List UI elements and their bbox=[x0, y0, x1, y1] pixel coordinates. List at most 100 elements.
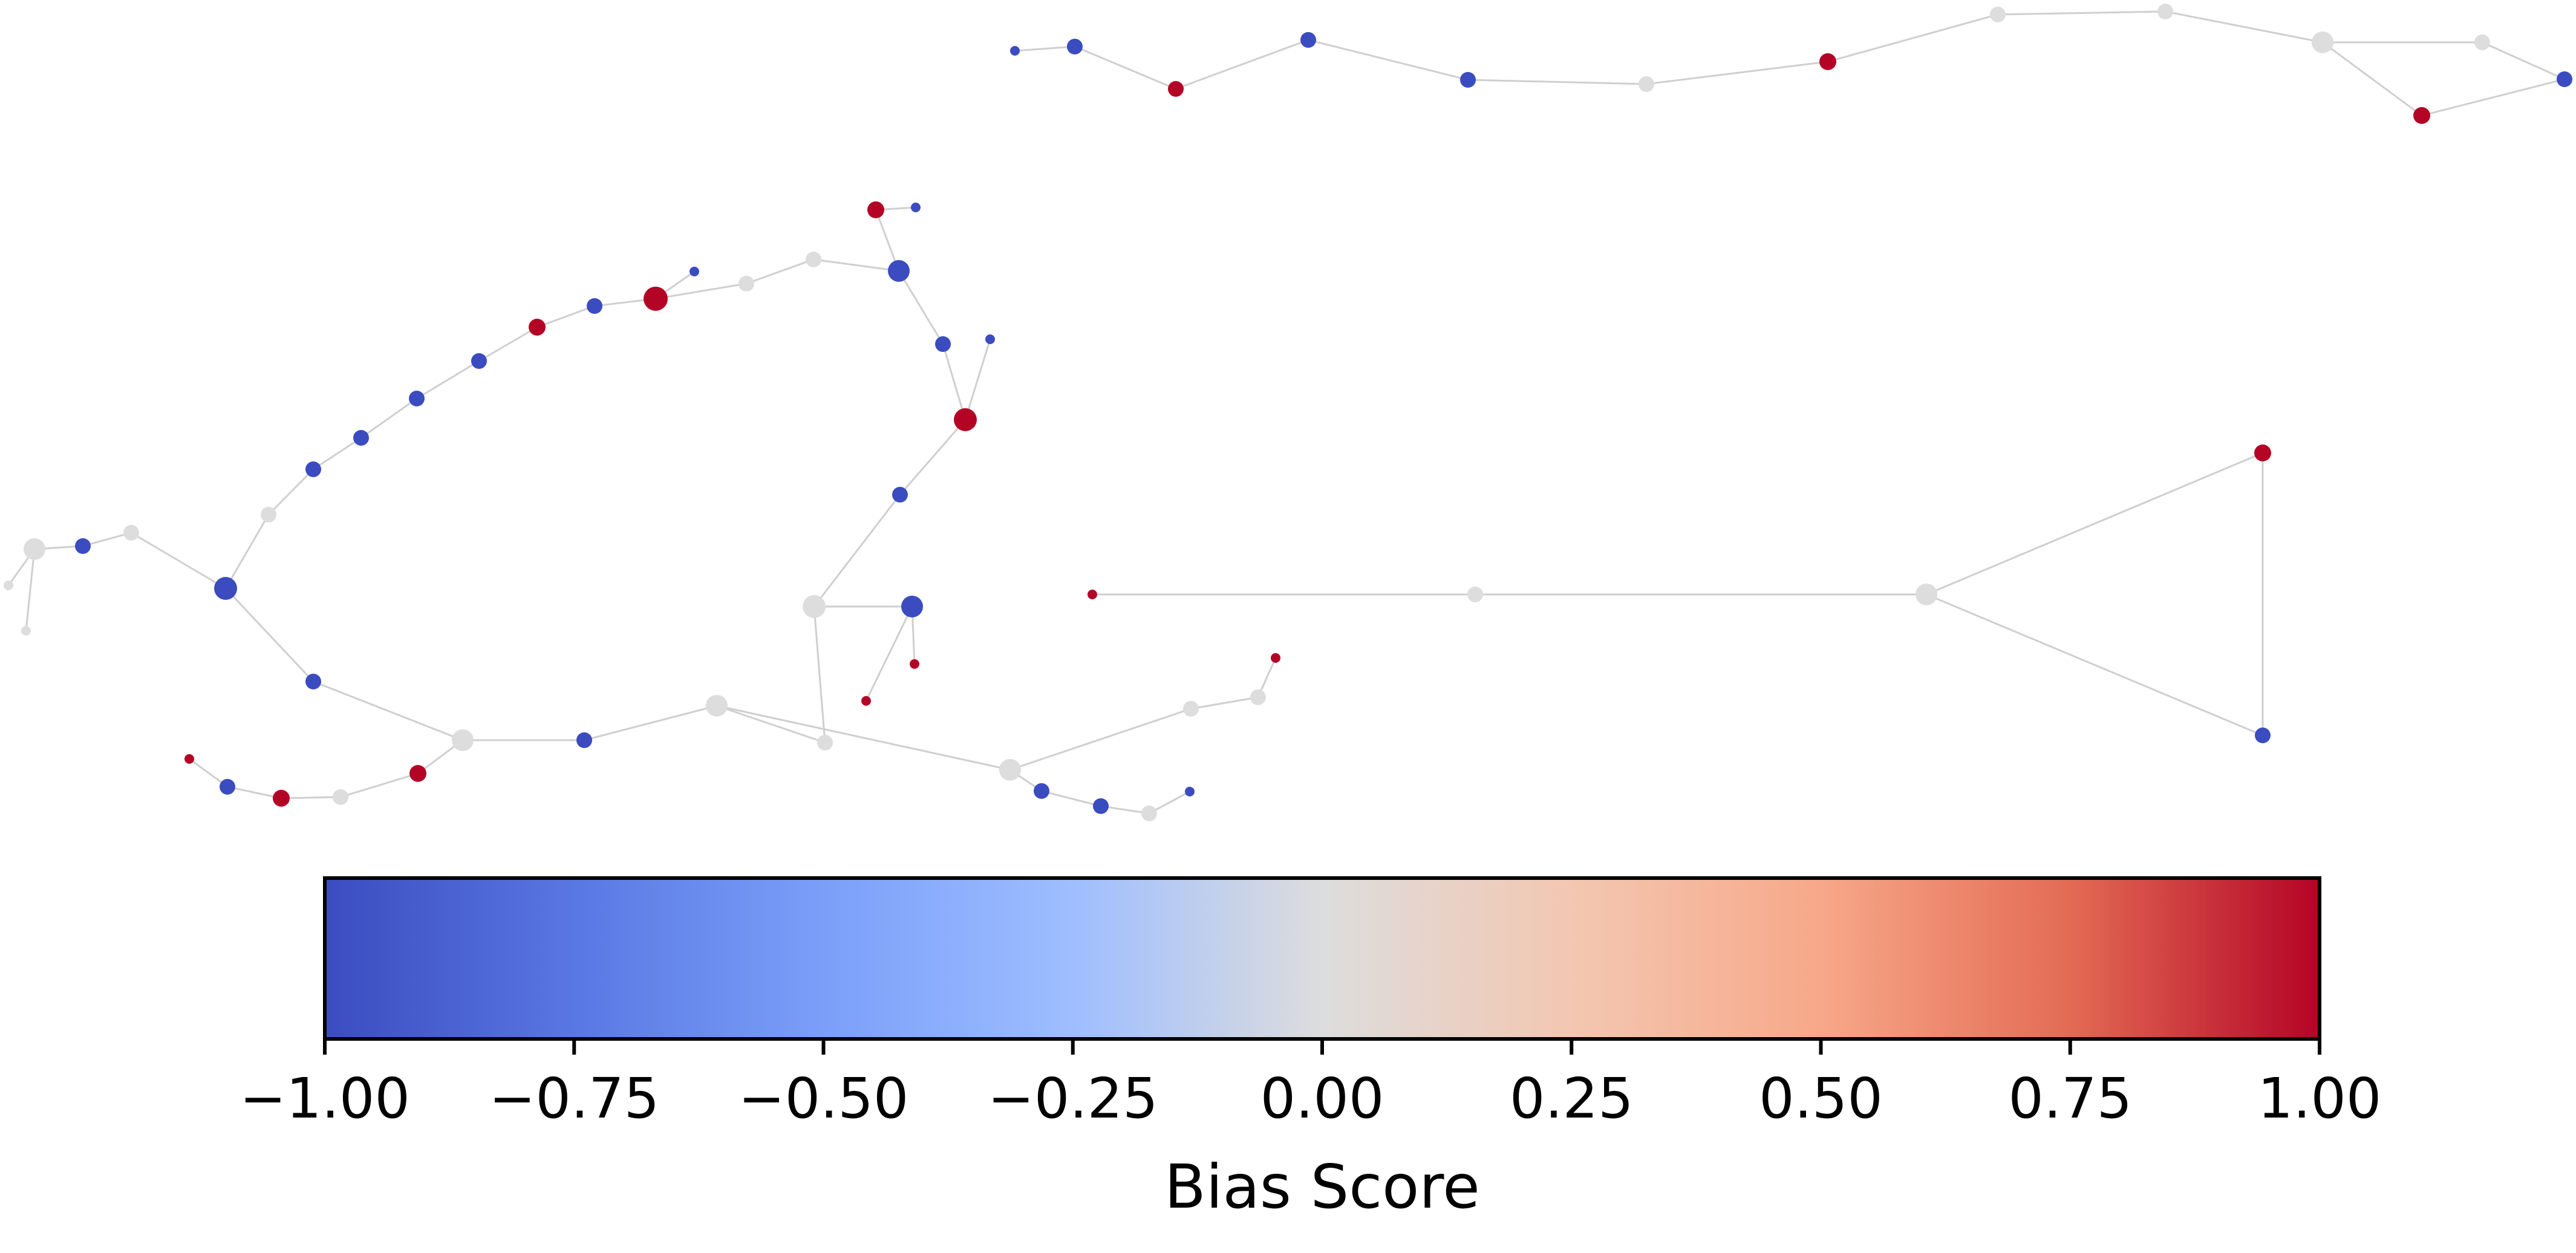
graph-node bbox=[1141, 806, 1157, 821]
graph-node bbox=[1300, 32, 1316, 48]
graph-edge bbox=[898, 270, 944, 345]
graph-edge bbox=[340, 772, 419, 798]
graph-node bbox=[901, 596, 923, 617]
graph-edge bbox=[1926, 593, 2263, 737]
graph-edge bbox=[1074, 45, 1176, 90]
graph-node bbox=[1034, 783, 1049, 799]
graph-node bbox=[305, 674, 321, 689]
graph-node bbox=[1819, 53, 1836, 70]
graph-edge bbox=[2165, 10, 2323, 44]
graph-edge bbox=[82, 532, 132, 547]
graph-node bbox=[861, 696, 871, 706]
graph-node bbox=[911, 203, 921, 212]
graph-edge bbox=[1014, 45, 1075, 52]
network-graph bbox=[4, 4, 2572, 821]
graph-node bbox=[1185, 787, 1195, 796]
graph-node bbox=[1467, 587, 1483, 602]
graph-edge bbox=[1100, 805, 1150, 815]
graph-node bbox=[954, 408, 977, 431]
graph-edge bbox=[1467, 79, 1647, 85]
graph-edge bbox=[227, 786, 282, 799]
graph-node bbox=[2413, 107, 2430, 124]
colorbar-tick-label: 0.25 bbox=[1510, 1066, 1634, 1131]
graph-edge bbox=[131, 532, 226, 590]
graph-node bbox=[1067, 39, 1083, 54]
graph-edge bbox=[716, 705, 1011, 771]
graph-node bbox=[888, 260, 910, 282]
graph-node bbox=[867, 201, 884, 218]
graph-edge bbox=[1190, 696, 1259, 710]
graph-node bbox=[452, 729, 474, 751]
graph-node bbox=[305, 461, 321, 477]
graph-node bbox=[2312, 31, 2333, 53]
graph-node bbox=[409, 765, 426, 782]
graph-node bbox=[24, 538, 45, 560]
graph-edge bbox=[584, 705, 717, 741]
graph-node bbox=[2254, 444, 2271, 461]
colorbar-tick-label: −0.25 bbox=[988, 1066, 1158, 1131]
graph-edge bbox=[267, 468, 315, 516]
colorbar: −1.00 −0.75 −0.50 −0.25 0.00 0.25 0.50 0.75 1.00… bbox=[240, 876, 2382, 1222]
graph-edge bbox=[746, 258, 814, 285]
graph-node bbox=[409, 391, 425, 406]
graph-node bbox=[261, 507, 276, 522]
graph-node bbox=[999, 759, 1021, 781]
colorbar-tick-label: 0.50 bbox=[1759, 1066, 1883, 1131]
colorbar-tick-label: 1.00 bbox=[2258, 1066, 2382, 1131]
graph-node bbox=[1183, 701, 1199, 717]
graph-node bbox=[2255, 727, 2271, 743]
graph-node bbox=[935, 336, 951, 352]
colorbar-title: Bias Score bbox=[1164, 1151, 1480, 1222]
graph-edge bbox=[1041, 790, 1101, 807]
graph-node bbox=[1168, 81, 1184, 97]
graph-node bbox=[333, 789, 348, 805]
graph-edge bbox=[416, 360, 480, 400]
graph-node bbox=[1916, 584, 1937, 605]
graph-edge bbox=[964, 339, 991, 420]
graph-edge bbox=[813, 606, 826, 743]
graph-node bbox=[1087, 590, 1097, 599]
graph-edge bbox=[716, 705, 826, 744]
colorbar-tick-label: 0.75 bbox=[2008, 1066, 2132, 1131]
graph-edge bbox=[1009, 708, 1192, 771]
graph-node bbox=[2157, 4, 2173, 19]
graph-node bbox=[817, 735, 833, 750]
graph-node bbox=[806, 252, 821, 267]
graph-edge bbox=[865, 606, 913, 701]
graph-node bbox=[21, 626, 31, 636]
graph-edge bbox=[313, 437, 362, 470]
graph-node bbox=[1093, 798, 1109, 814]
graph-node bbox=[706, 695, 728, 717]
graph-node bbox=[273, 790, 290, 807]
graph-node bbox=[587, 298, 602, 314]
graph-edge bbox=[313, 680, 463, 741]
graph-edge bbox=[224, 587, 315, 683]
graph-node bbox=[739, 276, 754, 291]
graph-edge bbox=[1175, 39, 1309, 90]
graph-edge bbox=[536, 305, 595, 328]
graph-edge bbox=[813, 258, 899, 272]
graph-node bbox=[1460, 72, 1476, 88]
graph-edge bbox=[281, 796, 341, 799]
graph-node bbox=[803, 595, 826, 618]
colorbar-gradient bbox=[323, 876, 2321, 1041]
graph-edge bbox=[655, 282, 747, 300]
graph-node bbox=[214, 577, 237, 600]
graph-edge bbox=[2322, 41, 2422, 117]
graph-edge bbox=[813, 494, 901, 607]
graph-edge bbox=[2482, 41, 2565, 80]
graph-edges bbox=[7, 10, 2565, 815]
graph-node bbox=[184, 754, 194, 764]
graph-edge bbox=[1827, 13, 1998, 63]
graph-edge bbox=[478, 326, 538, 362]
graph-node bbox=[1990, 7, 2006, 22]
graph-node bbox=[2474, 34, 2490, 50]
graph-node bbox=[353, 430, 369, 446]
graph-nodes bbox=[4, 4, 2572, 821]
graph-node bbox=[220, 779, 235, 795]
graph-edge bbox=[224, 514, 270, 589]
colorbar-tick-label: −1.00 bbox=[240, 1066, 410, 1131]
graph-edge bbox=[189, 758, 228, 788]
graph-edge bbox=[2421, 78, 2565, 117]
graph-node bbox=[471, 353, 487, 369]
